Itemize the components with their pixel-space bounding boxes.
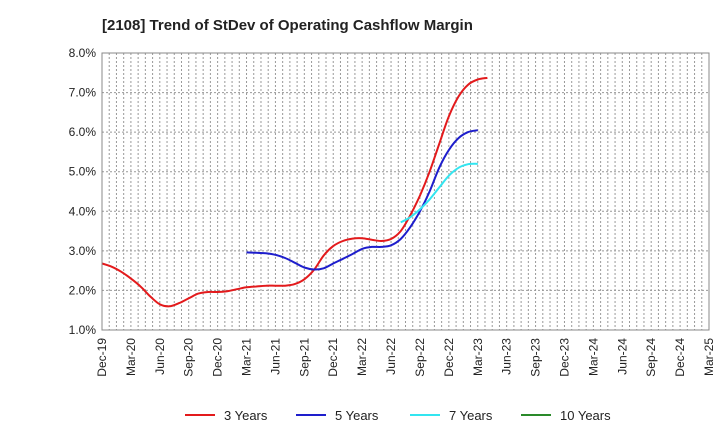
x-tick-label: Mar-23 (471, 338, 485, 376)
y-tick-label: 6.0% (69, 125, 97, 139)
legend-label: 5 Years (335, 408, 379, 423)
x-tick-label: Dec-19 (95, 338, 109, 377)
y-tick-label: 2.0% (69, 283, 97, 297)
x-tick-label: Dec-20 (211, 338, 225, 377)
x-tick-label: Jun-20 (153, 338, 167, 375)
x-tick-label: Dec-21 (326, 338, 340, 377)
x-tick-label: Jun-21 (268, 338, 282, 375)
y-tick-label: 4.0% (69, 204, 97, 218)
x-tick-label: Jun-23 (500, 338, 514, 375)
x-tick-label: Mar-20 (124, 338, 138, 376)
grid (102, 53, 709, 330)
x-tick-label: Mar-24 (586, 338, 600, 376)
legend: 3 Years 5 Years 7 Years 10 Years (185, 408, 611, 423)
legend-label: 3 Years (224, 408, 268, 423)
x-axis: Dec-19 Mar-20 Jun-20 Sep-20 Dec-20 Mar-21 Jun-… (95, 338, 716, 377)
series-line-0 (101, 76, 488, 308)
series-line-2 (400, 162, 478, 224)
y-axis: 1.0% 2.0% 3.0% 4.0% 5.0% 6.0% 7.0% 8.0% (69, 46, 97, 337)
x-tick-label: Mar-22 (355, 338, 369, 376)
x-tick-label: Jun-24 (615, 338, 629, 375)
x-tick-label: Sep-20 (182, 338, 196, 377)
x-tick-label: Mar-21 (240, 338, 254, 376)
y-tick-label: 1.0% (69, 323, 97, 337)
plot-border (101, 52, 710, 331)
y-tick-label: 5.0% (69, 165, 97, 179)
x-tick-label: Mar-25 (702, 338, 716, 376)
x-tick-label: Dec-22 (442, 338, 456, 377)
series-line-1 (246, 129, 478, 271)
legend-label: 7 Years (449, 408, 493, 423)
chart-title: [2108] Trend of StDev of Operating Cashf… (102, 17, 473, 34)
legend-label: 10 Years (560, 408, 611, 423)
x-tick-label: Sep-23 (529, 338, 543, 377)
x-tick-label: Sep-24 (644, 338, 658, 377)
x-tick-label: Jun-22 (384, 338, 398, 375)
x-tick-label: Dec-24 (673, 338, 687, 377)
x-tick-label: Dec-23 (557, 338, 571, 377)
y-tick-label: 7.0% (69, 86, 97, 100)
series-lines (101, 76, 488, 308)
y-tick-label: 3.0% (69, 244, 97, 258)
y-tick-label: 8.0% (69, 46, 97, 60)
x-tick-label: Sep-21 (297, 338, 311, 377)
x-tick-label: Sep-22 (413, 338, 427, 377)
